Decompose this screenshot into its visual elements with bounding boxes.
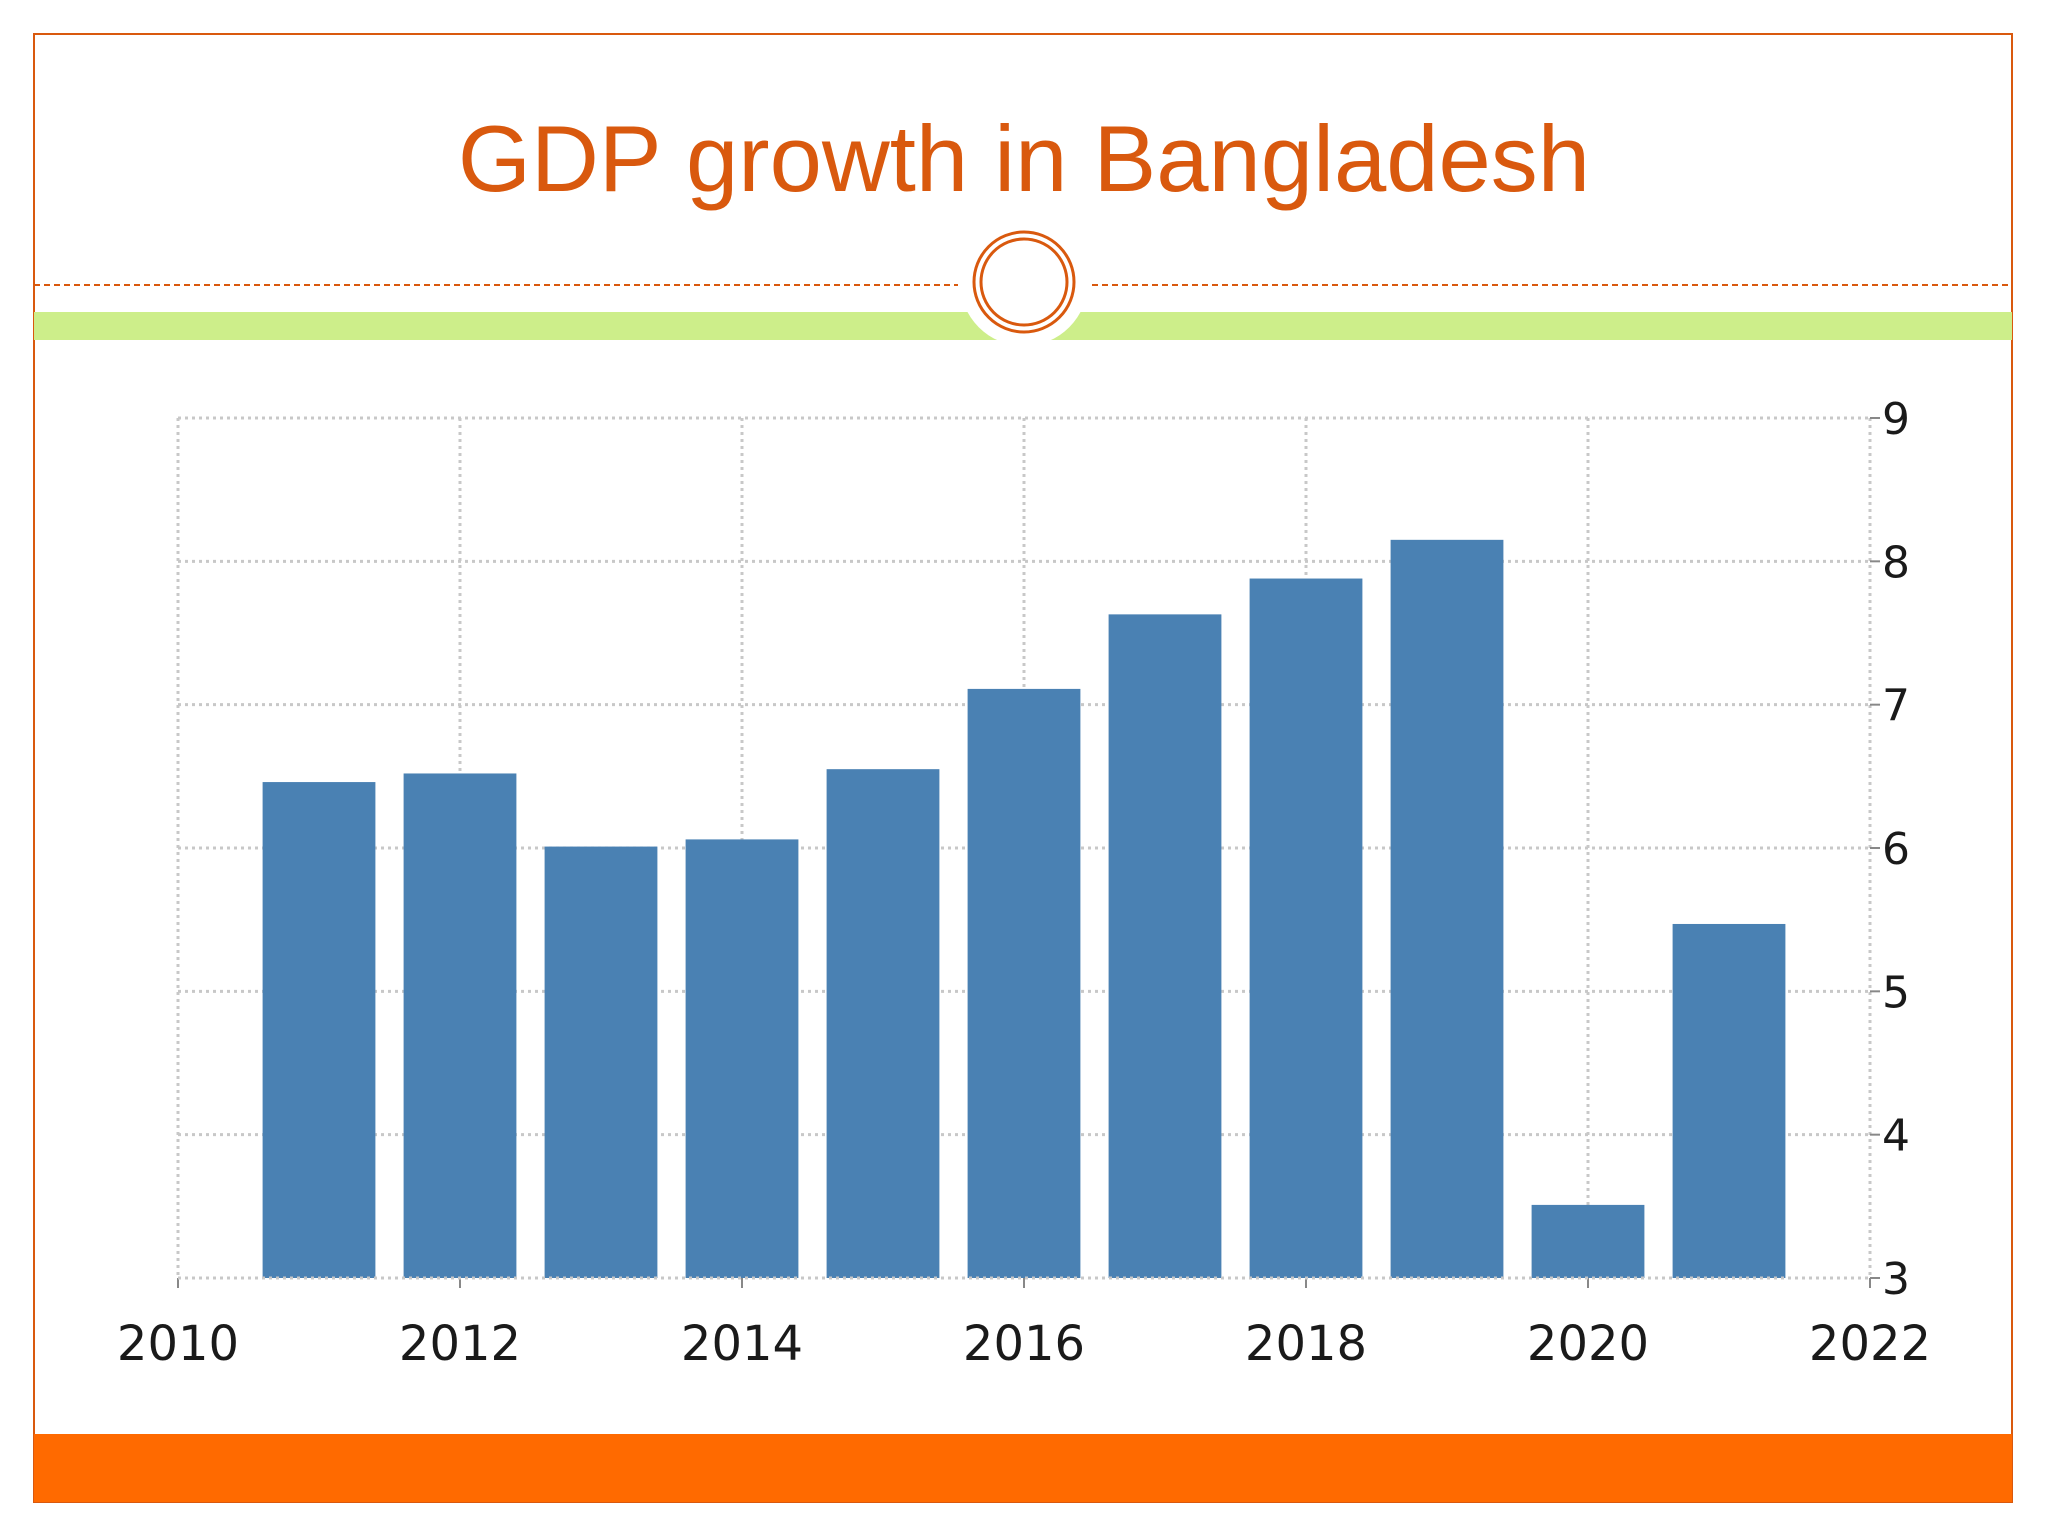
y-tick-label: 5 [1882,967,1910,1018]
bar-2020 [1531,1204,1645,1278]
ornament-circle-outer [972,230,1076,334]
x-tick-label: 2016 [963,1316,1085,1372]
x-tick-label: 2018 [1245,1316,1367,1372]
bar-2019 [1390,539,1504,1278]
x-tick-label: 2012 [399,1316,521,1372]
x-tick-label: 2014 [681,1316,803,1372]
y-tick-label: 9 [1882,394,1910,445]
bar-2017 [1108,614,1222,1278]
ornament-circle-inner [979,237,1069,327]
bar-2012 [403,773,517,1278]
x-tick-label: 2010 [117,1316,239,1372]
y-tick-label: 3 [1882,1254,1910,1305]
bar-2018 [1249,578,1363,1278]
y-tick-label: 8 [1882,537,1910,588]
bar-layer [262,539,1786,1278]
bar-2015 [826,769,940,1278]
y-tick-label: 7 [1882,681,1910,732]
x-tick-label: 2022 [1809,1316,1931,1372]
y-tick-label: 6 [1882,824,1910,875]
y-tick-label: 4 [1882,1111,1910,1162]
x-tick-label: 2020 [1527,1316,1649,1372]
bar-2013 [544,846,658,1278]
axis-layer: 3 4 5 6 7 8 9 2010 2012 2014 2016 2018 2020 2022 [117,394,1931,1372]
slide-title: GDP growth in Bangladesh [457,106,1591,211]
bar-2021 [1672,923,1786,1278]
bar-2011 [262,782,376,1278]
bar-2016 [967,688,1081,1278]
footer-bar [34,1434,2012,1502]
bar-2014 [685,839,799,1278]
